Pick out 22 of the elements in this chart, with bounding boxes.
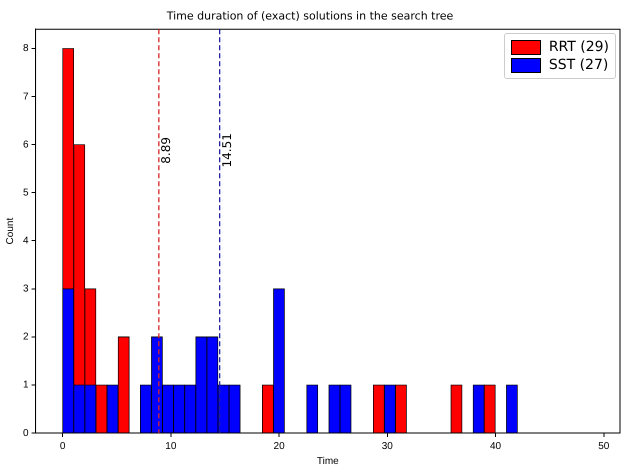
y-tick-label: 3 [23,284,29,295]
y-tick-label: 2 [23,332,29,343]
y-tick-label: 1 [23,380,29,391]
x-axis-title: Time [316,456,340,467]
legend-label: SST (27) [548,57,609,74]
legend-label: RRT (29) [548,39,609,56]
chart-title: Time duration of (exact) solutions in the search tree [166,9,454,22]
x-tick-label: 40 [490,440,502,452]
y-tick-label: 6 [23,139,29,150]
x-tick-label: 10 [165,440,177,452]
ref-line-label: 8.89 [158,136,173,164]
y-tick-label: 8 [23,43,29,54]
x-tick-label: 0 [60,440,66,452]
y-tick-label: 5 [23,187,29,198]
ref-line-label: 14.51 [220,133,234,168]
x-tick-label: 20 [274,440,286,452]
y-tick-label: 7 [23,91,29,102]
x-tick-label: 50 [598,440,610,452]
y-axis-title: Count [4,218,16,244]
x-tick-label: 30 [382,440,394,452]
y-tick-label: 4 [23,235,29,246]
y-tick-label: 0 [23,428,29,439]
